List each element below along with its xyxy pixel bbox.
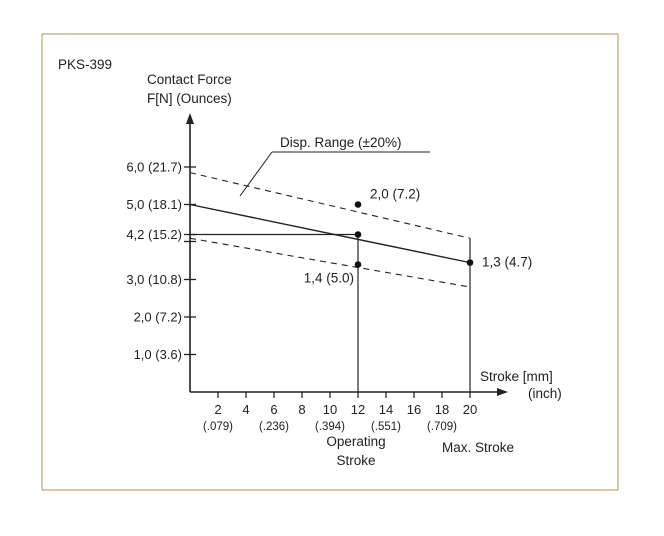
x-tick-label: 18 <box>435 402 449 417</box>
data-point <box>466 259 474 266</box>
data-point <box>354 261 362 268</box>
x-tick-sublabel: (.551) <box>371 421 401 433</box>
x-axis-arrow <box>497 388 508 396</box>
operating-stroke-label-line1: Operating <box>326 434 385 449</box>
x-axis-label-line2: (inch) <box>528 386 562 401</box>
y-tick-label: 1,0 (3.6) <box>134 347 182 362</box>
data-point-label: 2,0 (7.2) <box>370 187 420 202</box>
x-tick-label: 12 <box>351 402 365 417</box>
y-axis-label-line2: F[N] (Ounces) <box>147 91 232 106</box>
x-tick-label: 20 <box>463 402 477 417</box>
range-annotation-leader <box>239 151 273 197</box>
data-point-label: 1,3 (4.7) <box>482 255 532 270</box>
model-label: PKS-399 <box>58 57 112 72</box>
x-tick-sublabel: (.079) <box>203 421 233 433</box>
x-tick-label: 2 <box>214 402 221 417</box>
x-tick-sublabel: (.236) <box>259 421 289 433</box>
upper-tolerance-line <box>189 172 471 239</box>
data-point <box>354 201 362 208</box>
y-axis-label-line1: Contact Force <box>147 72 232 87</box>
x-tick-label: 14 <box>379 402 393 417</box>
data-point <box>354 231 362 238</box>
x-tick-sublabel: (.709) <box>427 421 457 433</box>
x-tick-label: 16 <box>407 402 421 417</box>
range-annotation-label: Disp. Range (±20%) <box>280 135 401 150</box>
x-axis-label-line1: Stroke [mm] <box>480 369 553 384</box>
x-tick-sublabel: (.394) <box>315 421 345 433</box>
data-point-label: 1,4 (5.0) <box>304 271 354 286</box>
x-tick-label: 6 <box>270 402 277 417</box>
chart-frame <box>41 33 619 491</box>
operating-stroke-label-line2: Stroke <box>336 453 375 468</box>
y-tick-label: 2,0 (7.2) <box>134 310 182 325</box>
max-stroke-label: Max. Stroke <box>442 440 514 455</box>
y-tick-label: 4,2 (15.2) <box>126 227 182 242</box>
y-tick-label: 6,0 (21.7) <box>126 160 182 175</box>
y-tick-label: 3,0 (10.8) <box>126 272 182 287</box>
nominal-force-line <box>189 203 471 264</box>
x-tick-label: 4 <box>242 402 249 417</box>
y-axis-arrow <box>186 113 194 124</box>
x-tick-label: 10 <box>323 402 337 417</box>
y-tick-label: 5,0 (18.1) <box>126 197 182 212</box>
lower-tolerance-line <box>189 237 471 288</box>
x-tick-label: 8 <box>298 402 305 417</box>
